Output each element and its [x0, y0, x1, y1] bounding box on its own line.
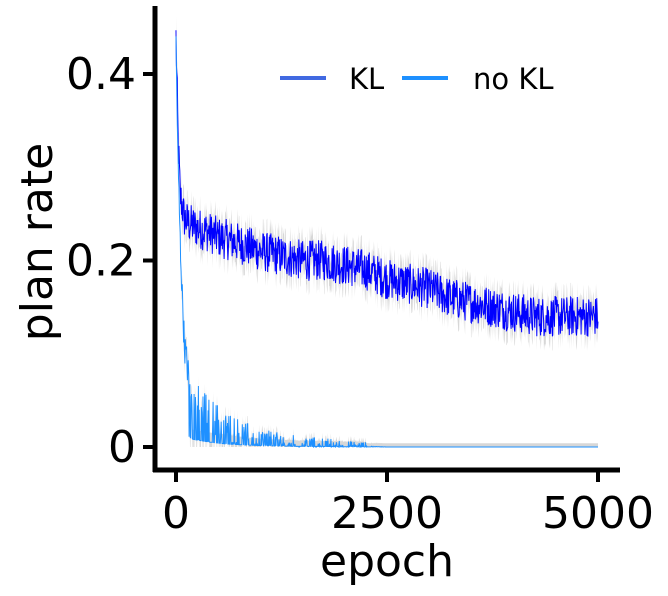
- plot-area: [175, 15, 599, 449]
- y-tick-label: 0: [108, 422, 136, 473]
- ticks: 0 2500 5000 0 0.2 0.4: [66, 49, 654, 539]
- legend-label-no-kl: no KL: [473, 62, 554, 96]
- legend: KL no KL: [280, 62, 554, 96]
- x-tick-label: 2500: [331, 488, 443, 539]
- legend-label-kl: KL: [349, 62, 384, 96]
- series-line-no-kl: [175, 36, 598, 449]
- y-tick-label: 0.2: [66, 236, 136, 287]
- y-tick-label: 0.4: [66, 49, 136, 100]
- y-axis-label: plan rate: [12, 143, 63, 341]
- x-tick-label: 0: [162, 488, 190, 539]
- x-axis-label: epoch: [320, 536, 454, 587]
- series-line-kl: [175, 30, 599, 337]
- x-tick-label: 5000: [542, 488, 654, 539]
